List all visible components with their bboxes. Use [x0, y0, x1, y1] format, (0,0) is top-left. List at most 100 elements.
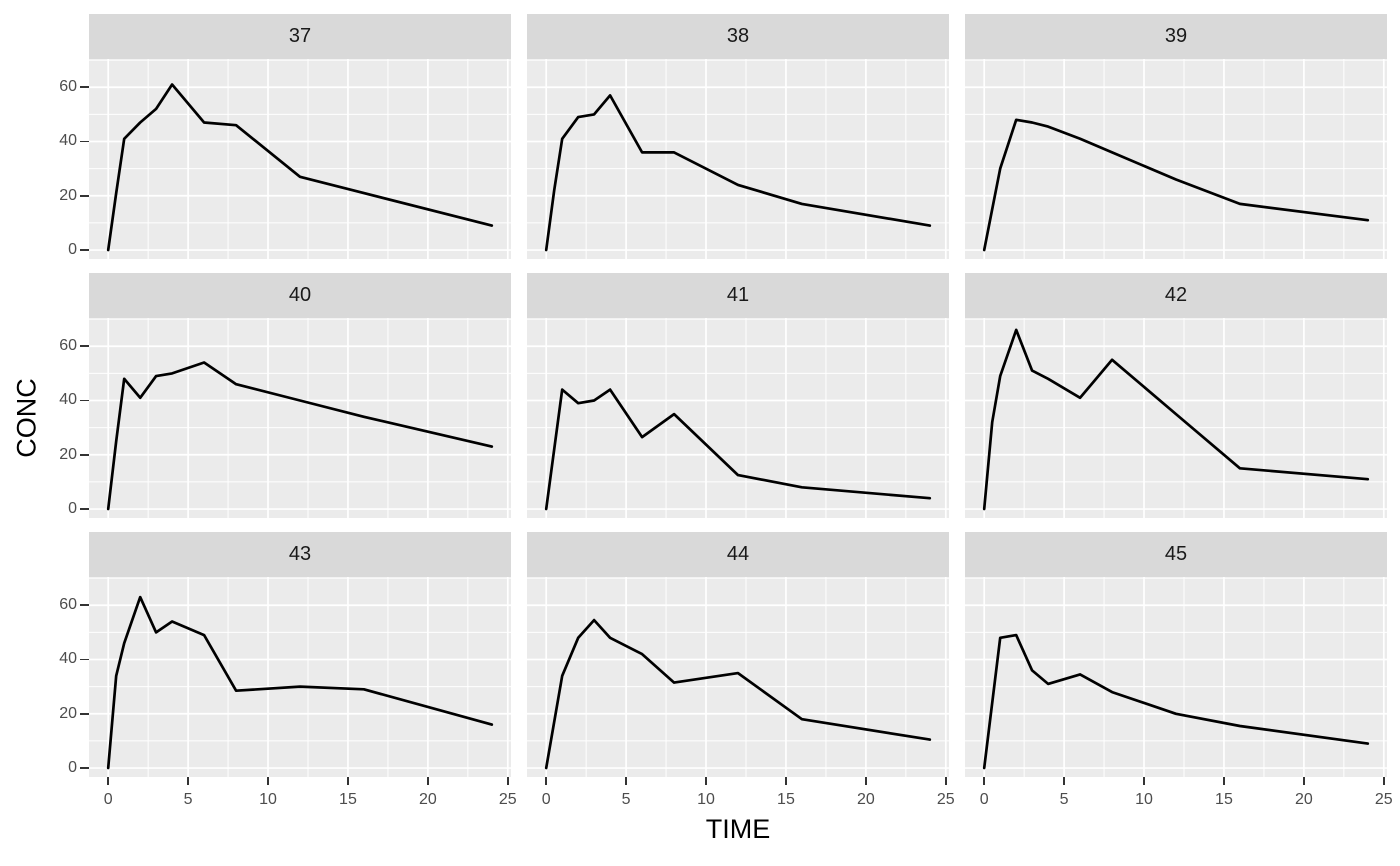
facet-label: 43 [288, 543, 312, 565]
y-tick-mark [80, 399, 89, 402]
x-tick-label: 5 [183, 791, 193, 808]
x-tick-mark [107, 777, 110, 785]
facet-strip: 38 [527, 14, 949, 59]
x-tick-label: 5 [621, 791, 631, 808]
x-tick-mark [1063, 777, 1065, 785]
x-tick-mark [1302, 777, 1305, 785]
y-tick-mark [80, 508, 89, 510]
x-tick-mark [347, 777, 349, 785]
y-tick-label: 60 [59, 78, 77, 96]
facet-label: 38 [726, 25, 750, 47]
facet-strip: 42 [965, 273, 1387, 318]
x-tick-mark [1382, 777, 1385, 785]
facet-44: 44 [527, 532, 949, 777]
concentration-line [982, 633, 1370, 770]
facet-panel [89, 59, 511, 259]
facet-panel [965, 577, 1387, 777]
x-tick-label: 10 [259, 791, 277, 808]
facet-39: 39 [965, 14, 1387, 259]
facet-41: 41 [527, 273, 949, 518]
facet-40: 40 [89, 273, 511, 518]
facet-label: 42 [1164, 284, 1188, 306]
facet-43: 43 [89, 532, 511, 777]
facet-45: 45 [965, 532, 1387, 777]
facet-panel [965, 59, 1387, 259]
concentration-line [106, 83, 494, 252]
x-tick-label: 20 [1294, 791, 1313, 808]
y-tick-mark [80, 767, 89, 769]
x-tick-label: 10 [1135, 791, 1153, 808]
y-tick-mark [80, 658, 89, 661]
y-tick-label: 20 [59, 704, 77, 722]
y-tick-label: 40 [59, 391, 77, 409]
facet-strip: 44 [527, 532, 949, 577]
y-tick-label: 40 [59, 650, 77, 668]
x-axis-title: TIME [705, 814, 771, 844]
y-tick-label: 20 [59, 186, 77, 204]
x-tick-mark [785, 777, 787, 785]
concentration-line [544, 94, 932, 252]
y-tick-mark [80, 140, 89, 143]
x-tick-label: 10 [697, 791, 715, 808]
x-tick-mark [983, 777, 986, 785]
y-tick-label: 20 [59, 445, 77, 463]
x-tick-mark [506, 777, 509, 785]
x-tick-mark [1223, 777, 1225, 785]
x-tick-label: 15 [1215, 791, 1233, 808]
x-tick-label: 0 [979, 791, 989, 808]
y-tick-mark [80, 712, 89, 715]
x-tick-label: 25 [498, 791, 517, 808]
y-tick-label: 0 [68, 241, 77, 259]
x-tick-mark [187, 777, 189, 785]
facet-strip: 40 [89, 273, 511, 318]
y-tick-mark [80, 194, 89, 197]
facet-label: 39 [1164, 25, 1188, 47]
y-tick-label: 0 [68, 500, 77, 518]
x-tick-label: 5 [1059, 791, 1069, 808]
x-tick-mark [864, 777, 867, 785]
facet-42: 42 [965, 273, 1387, 518]
facet-panel [527, 59, 949, 259]
facet-label: 37 [288, 25, 312, 47]
facet-strip: 39 [965, 14, 1387, 59]
facet-panel [527, 577, 949, 777]
y-tick-label: 0 [68, 759, 77, 777]
x-tick-mark [705, 777, 707, 785]
facet-panel [965, 318, 1387, 518]
x-tick-label: 0 [541, 791, 551, 808]
facet-37: 37 [89, 14, 511, 259]
x-tick-mark [625, 777, 627, 785]
x-tick-label: 15 [777, 791, 795, 808]
concentration-line [544, 388, 932, 511]
concentration-line [544, 618, 932, 770]
x-tick-label: 25 [936, 791, 955, 808]
x-tick-mark [426, 777, 429, 785]
facet-panel [89, 318, 511, 518]
y-tick-label: 60 [59, 596, 77, 614]
y-tick-mark [80, 453, 89, 456]
y-axis-title: CONC [11, 378, 42, 458]
x-tick-mark [944, 777, 947, 785]
x-tick-label: 0 [103, 791, 113, 808]
concentration-line [982, 118, 1370, 252]
y-tick-mark [80, 345, 89, 348]
concentration-line [106, 595, 494, 770]
x-tick-label: 15 [339, 791, 357, 808]
x-tick-mark [1143, 777, 1145, 785]
concentration-line [106, 361, 494, 511]
facet-panel [527, 318, 949, 518]
facet-label: 40 [288, 284, 312, 306]
y-tick-mark [80, 249, 89, 251]
x-tick-label: 20 [856, 791, 875, 808]
concentration-line [982, 328, 1370, 511]
x-tick-mark [267, 777, 269, 785]
facet-strip: 45 [965, 532, 1387, 577]
y-tick-mark [80, 604, 89, 607]
facet-label: 41 [726, 284, 750, 306]
facet-38: 38 [527, 14, 949, 259]
facet-panel [89, 577, 511, 777]
facet-strip: 37 [89, 14, 511, 59]
facet-strip: 43 [89, 532, 511, 577]
x-tick-mark [545, 777, 548, 785]
